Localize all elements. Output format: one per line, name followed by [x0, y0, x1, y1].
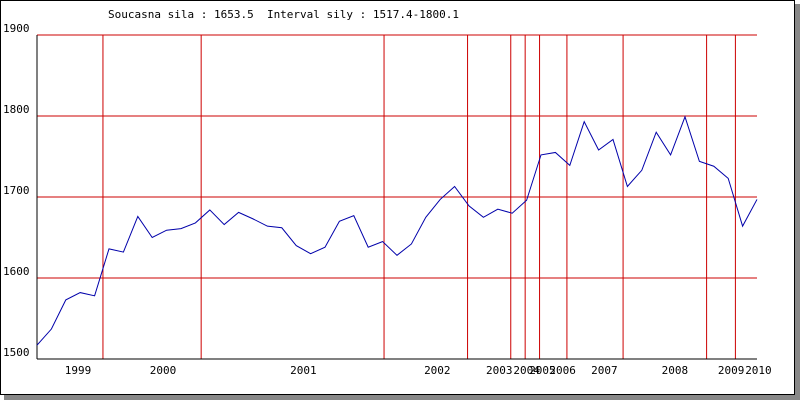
x-tick-label: 2003 [486, 364, 513, 377]
y-tick-label: 1500 [3, 346, 30, 359]
x-tick-label: 2007 [591, 364, 618, 377]
x-tick-label: 2005 [529, 364, 556, 377]
x-tick-label: 2001 [290, 364, 317, 377]
y-tick-label: 1700 [3, 184, 30, 197]
x-tick-label: 2009 [718, 364, 745, 377]
x-tick-label: 2004 [513, 364, 540, 377]
y-tick-label: 1600 [3, 265, 30, 278]
line-series [36, 115, 758, 346]
x-tick-label: 2006 [549, 364, 576, 377]
x-tick-label: 2008 [662, 364, 689, 377]
x-tick-label: 2010 [745, 364, 772, 377]
chart-title: Soucasna sila : 1653.5 Interval sily : 1… [108, 8, 459, 21]
x-tick-label: 1999 [65, 364, 92, 377]
y-tick-label: 1800 [3, 103, 30, 116]
y-tick-label: 1900 [3, 22, 30, 35]
x-tick-label: 2000 [150, 364, 177, 377]
x-tick-label: 2002 [424, 364, 451, 377]
